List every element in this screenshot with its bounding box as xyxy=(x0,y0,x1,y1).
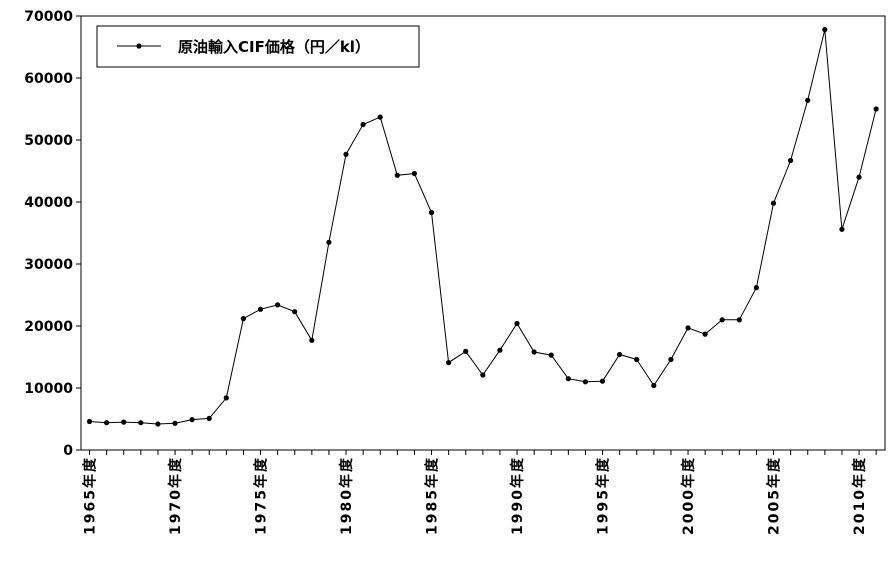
data-point xyxy=(206,415,212,421)
data-point xyxy=(770,200,777,206)
x-tick-label: 1990年度 xyxy=(509,456,526,535)
legend-label: 原油輸入CIF価格（円／kl） xyxy=(178,38,370,56)
data-point xyxy=(343,151,349,157)
data-point xyxy=(189,417,195,423)
x-tick-label: 2005年度 xyxy=(766,456,783,535)
data-point xyxy=(497,347,503,353)
y-tick-label: 50000 xyxy=(24,133,73,149)
legend-marker-swatch xyxy=(136,43,142,49)
x-axis: 1965年度 1970年度 1975年度 1980年度 1985年度 1990年度 1995… xyxy=(82,450,877,535)
data-point xyxy=(428,209,435,216)
data-point xyxy=(719,317,725,323)
y-tick-label: 10000 xyxy=(24,381,73,397)
data-point xyxy=(275,302,281,308)
data-point xyxy=(360,121,366,128)
data-point xyxy=(599,378,606,384)
y-axis: 0 10000 20000 30000 40000 50000 60000 70000 xyxy=(24,9,81,459)
data-point xyxy=(172,420,178,426)
y-tick-label: 70000 xyxy=(24,9,73,25)
data-point xyxy=(582,379,589,385)
data-point xyxy=(292,309,298,315)
y-tick-label: 30000 xyxy=(24,257,73,273)
data-point xyxy=(121,419,127,425)
data-point xyxy=(394,172,400,178)
y-tick-label: 0 xyxy=(63,443,73,459)
data-point xyxy=(326,239,332,245)
y-tick-label: 40000 xyxy=(24,195,73,211)
data-point xyxy=(873,106,879,112)
data-point xyxy=(377,114,383,120)
x-tick-label: 2000年度 xyxy=(680,456,697,535)
data-point xyxy=(565,376,571,382)
data-point xyxy=(736,317,742,323)
y-tick-label: 20000 xyxy=(24,319,73,335)
data-point xyxy=(463,348,469,354)
data-point xyxy=(651,382,657,389)
x-tick-label: 1975年度 xyxy=(253,456,270,535)
x-tick-label: 1995年度 xyxy=(595,456,612,535)
x-tick-label: 1985年度 xyxy=(424,456,441,535)
x-tick-label: 2010年度 xyxy=(851,456,868,535)
data-point xyxy=(240,316,246,322)
data-point xyxy=(805,97,811,103)
data-point xyxy=(446,360,452,366)
data-point xyxy=(839,226,845,232)
x-tick-label: 1980年度 xyxy=(338,456,355,535)
legend: 原油輸入CIF価格（円／kl） xyxy=(96,25,420,68)
x-tick-label: 1965年度 xyxy=(82,456,99,535)
series-layer xyxy=(86,27,879,427)
data-point xyxy=(702,331,708,337)
data-point xyxy=(531,349,537,355)
data-point xyxy=(753,285,760,291)
data-point xyxy=(309,337,315,343)
data-point xyxy=(685,325,691,331)
data-point xyxy=(138,420,144,426)
data-point xyxy=(104,420,110,426)
data-point xyxy=(480,372,486,378)
plot-area xyxy=(80,15,886,451)
data-point xyxy=(514,320,520,327)
y-tick-label: 60000 xyxy=(24,71,73,87)
data-point xyxy=(155,421,161,427)
data-point xyxy=(788,157,794,164)
data-point xyxy=(548,352,554,358)
data-point xyxy=(617,351,623,358)
data-point xyxy=(257,306,264,312)
data-point xyxy=(668,356,674,363)
data-point xyxy=(86,418,93,425)
data-point xyxy=(634,356,640,363)
x-tick-label: 1970年度 xyxy=(167,456,184,535)
data-point xyxy=(822,27,828,33)
data-point xyxy=(856,174,862,180)
data-point xyxy=(411,170,417,177)
data-point xyxy=(223,395,229,401)
